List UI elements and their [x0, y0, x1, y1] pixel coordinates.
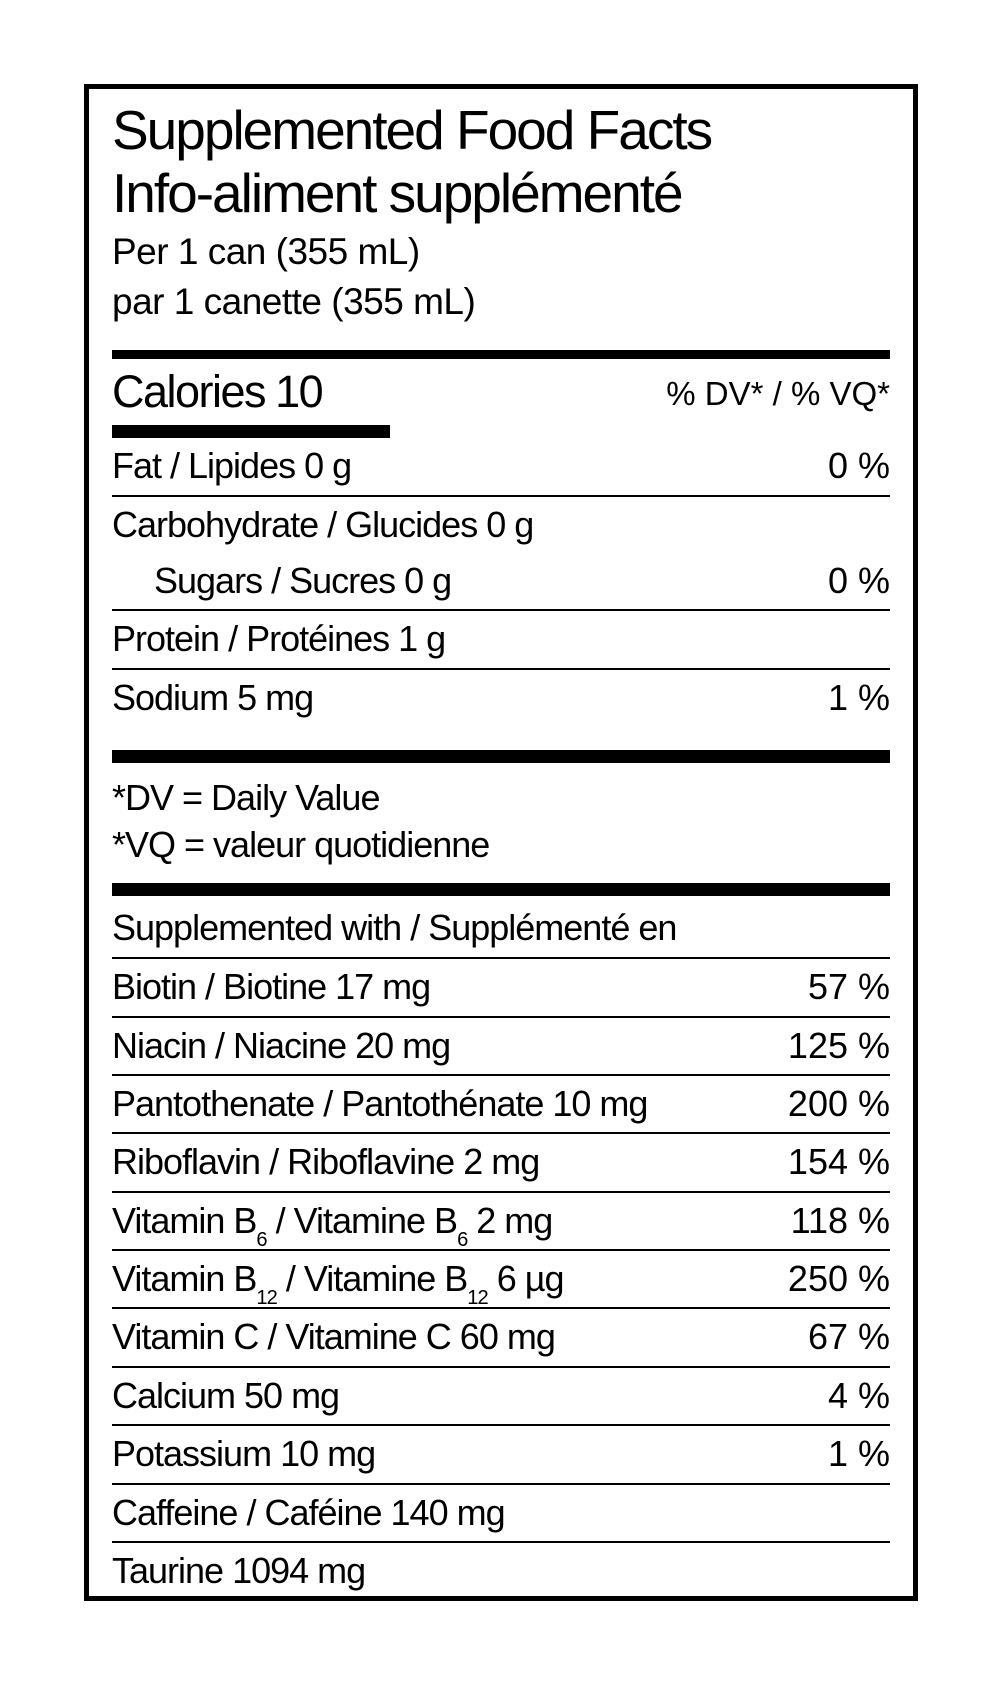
footnote-vq: *VQ = valeur quotidienne [112, 823, 490, 865]
dv-value: 154 % [787, 1141, 890, 1183]
nutrient-name: Protein / Protéines 1 g [112, 618, 446, 660]
dv-value: 4 % [827, 1374, 890, 1416]
subscript: 12 [467, 1287, 488, 1310]
footnote-dv: *DV = Daily Value [112, 777, 380, 819]
supplemented-row: Potassium 10 mg 1 % [112, 1424, 890, 1482]
nutrient-row: Fat / Lipides 0 g 0 % [112, 438, 890, 494]
calories-label: Calories 10 [112, 365, 324, 417]
dv-header: % DV* / % VQ* [666, 374, 890, 412]
serving-size-en: Per 1 can (355 mL) [112, 230, 420, 272]
label-title-fr: Info-aliment supplémenté [112, 162, 684, 225]
supplemented-rows: Biotin / Biotine 17 mg 57 % Niacin / Niaci… [112, 957, 890, 1596]
dv-value: 57 % [807, 966, 890, 1008]
supplemented-row: Caffeine / Caféine 140 mg [112, 1482, 890, 1541]
dv-value: 0 % [827, 445, 890, 487]
subscript: 6 [457, 1228, 468, 1251]
subscript: 6 [256, 1228, 267, 1251]
nutrient-name: Caffeine / Caféine 140 mg [112, 1491, 506, 1533]
nutrient-rows: Fat / Lipides 0 g 0 % Carbohydrate / Gluci… [112, 438, 890, 726]
nutrient-row: Carbohydrate / Glucides 0 g [112, 494, 890, 553]
footnotes: *DV = Daily Value *VQ = valeur quotidien… [112, 775, 890, 869]
dv-value: 200 % [787, 1082, 890, 1124]
nutrient-name: Riboflavin / Riboflavine 2 mg [112, 1141, 540, 1183]
calories-word: Calories [112, 365, 267, 417]
supplemented-row: Pantothenate / Pantothénate 10 mg 200 % [112, 1073, 890, 1132]
dv-value: 67 % [807, 1316, 890, 1358]
supplemented-row: Vitamin B12 / Vitamine B12 6 µg 250 % [112, 1249, 890, 1310]
nutrient-name: Vitamin B12 / Vitamine B12 6 µg [112, 1258, 564, 1310]
supplemented-row: Calcium 50 mg 4 % [112, 1365, 890, 1424]
calories-row: Calories 10 % DV* / % VQ* [112, 365, 890, 417]
nutrient-name: Biotin / Biotine 17 mg [112, 966, 431, 1008]
supplemented-row: Vitamin C / Vitamine C 60 mg 67 % [112, 1307, 890, 1365]
nutrient-name: Vitamin C / Vitamine C 60 mg [112, 1316, 556, 1358]
dv-value: 118 % [790, 1199, 890, 1241]
nutrient-name: Pantothenate / Pantothénate 10 mg [112, 1082, 648, 1124]
nutrient-name: Sugars / Sucres 0 g [154, 559, 452, 601]
supplemented-food-facts-label: Supplemented Food Facts Info-aliment sup… [84, 84, 918, 1601]
nutrient-row: Sodium 5 mg 1 % [112, 667, 890, 726]
nutrient-name: Calcium 50 mg [112, 1374, 340, 1416]
nutrient-name: Potassium 10 mg [112, 1433, 376, 1475]
dv-value: 250 % [787, 1258, 890, 1300]
calories-underline-bar [112, 425, 390, 439]
nutrient-name: Niacin / Niacine 20 mg [112, 1024, 451, 1066]
supplemented-row: Biotin / Biotine 17 mg 57 % [112, 957, 890, 1015]
calories-value: 10 [275, 365, 324, 417]
nutrient-name: Fat / Lipides 0 g [112, 445, 352, 487]
thick-divider-before-supplemented [112, 882, 890, 896]
dv-value: 0 % [827, 559, 890, 601]
supplemented-header: Supplemented with / Supplémenté en [112, 906, 677, 948]
nutrient-name: Vitamin B6 / Vitamine B6 2 mg [112, 1199, 553, 1251]
subscript: 12 [256, 1287, 277, 1310]
label-title-en: Supplemented Food Facts [112, 99, 713, 161]
dv-value: 1 % [827, 1433, 890, 1475]
thick-divider-top [112, 349, 890, 359]
supplemented-row: Vitamin B6 / Vitamine B6 2 mg 118 % [112, 1190, 890, 1251]
dv-value: 1 % [827, 676, 890, 718]
serving-size-fr: par 1 canette (355 mL) [112, 280, 476, 322]
nutrient-row: Protein / Protéines 1 g [112, 609, 890, 667]
thick-divider-after-sodium [112, 750, 890, 764]
supplemented-row: Niacin / Niacine 20 mg 125 % [112, 1015, 890, 1074]
supplemented-row: Riboflavin / Riboflavine 2 mg 154 % [112, 1132, 890, 1190]
nutrient-name: Taurine 1094 mg [112, 1550, 366, 1592]
dv-value: 125 % [787, 1024, 890, 1066]
nutrient-name: Carbohydrate / Glucides 0 g [112, 503, 534, 545]
supplemented-row: Taurine 1094 mg [112, 1541, 890, 1596]
nutrient-name: Sodium 5 mg [112, 676, 314, 718]
nutrient-row: Sugars / Sucres 0 g 0 % [112, 553, 890, 609]
